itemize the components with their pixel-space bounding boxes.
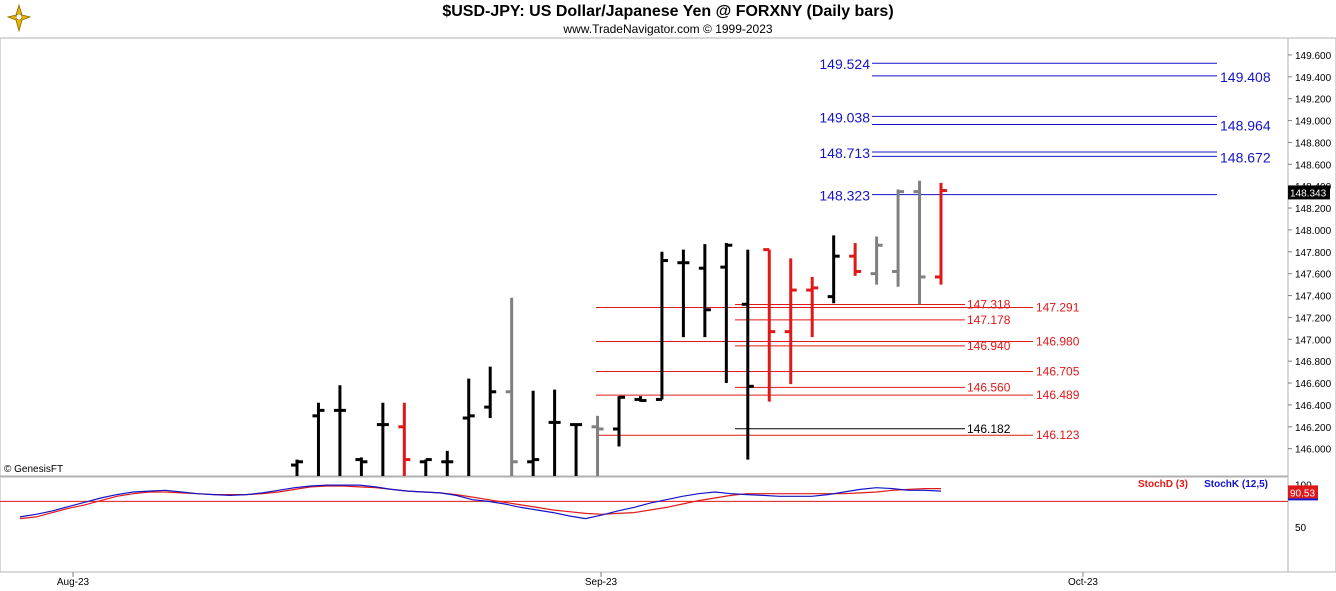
stoch-k-legend: StochK (12,5)	[1204, 479, 1268, 490]
x-tick-label: Sep-23	[585, 577, 618, 588]
stoch-panel-frame	[0, 476, 1289, 573]
y-tick-label: 148.000	[1295, 226, 1332, 237]
red-level-label: 147.178	[967, 313, 1011, 327]
y-tick-label: 146.200	[1295, 423, 1332, 434]
last-price-label: 148.343	[1290, 188, 1327, 199]
blue-level-label: 148.672	[1220, 149, 1271, 165]
blue-level-label: 148.964	[1220, 117, 1271, 133]
last-price-badge	[1288, 185, 1330, 200]
copyright-tag: © GenesisFT	[4, 464, 63, 475]
y-tick-label: 146.000	[1295, 445, 1332, 456]
y-tick-label: 147.600	[1295, 270, 1332, 281]
red-level-label: 146.940	[967, 339, 1011, 353]
red-level-label: 146.182	[967, 422, 1011, 436]
x-tick-label: Aug-23	[57, 577, 90, 588]
y-tick-label: 147.400	[1295, 292, 1332, 303]
x-tick-label: Oct-23	[1068, 577, 1098, 588]
red-level-label: 146.980	[1036, 334, 1080, 348]
chart-title: $USD-JPY: US Dollar/Japanese Yen @ FORXN…	[442, 3, 894, 20]
blue-level-label: 149.408	[1220, 69, 1271, 85]
price-panel-frame	[0, 37, 1289, 477]
blue-level-label: 148.323	[819, 188, 870, 204]
stoch-d-legend: StochD (3)	[1138, 479, 1188, 490]
stoch-value-badge	[1288, 485, 1318, 499]
ohlc-bars	[291, 180, 947, 476]
red-level-label: 147.291	[1036, 300, 1080, 314]
stoch-series-line	[19, 485, 941, 520]
y-tick-label: 147.000	[1295, 335, 1332, 346]
y-tick-label: 148.600	[1295, 160, 1332, 171]
red-level-label: 147.318	[967, 298, 1011, 312]
stoch-value-label: 90.53	[1290, 488, 1315, 499]
red-level-label: 146.489	[1036, 388, 1080, 402]
y-tick-label: 147.800	[1295, 248, 1332, 259]
chart-subtitle: www.TradeNavigator.com © 1999-2023	[563, 22, 773, 36]
stoch-tick-label: 50	[1295, 523, 1307, 534]
red-level-label: 146.123	[1036, 428, 1080, 442]
y-tick-label: 146.800	[1295, 357, 1332, 368]
y-tick-label: 149.000	[1295, 117, 1332, 128]
blue-level-label: 149.038	[819, 109, 870, 125]
stochastic-panel: 10050StochD (3)StochK (12,5)90.53	[0, 479, 1318, 534]
y-tick-label: 149.400	[1295, 73, 1332, 84]
price-y-axis: 149.600 149.400 149.200 149.000 148.800 148.6…	[1288, 51, 1332, 456]
y-tick-label: 148.200	[1295, 204, 1332, 215]
blue-level-label: 149.524	[819, 56, 870, 72]
red-level-label: 146.560	[967, 380, 1011, 394]
time-x-axis: Aug-23 Sep-23 Oct-23	[57, 572, 1098, 588]
y-tick-label: 148.800	[1295, 138, 1332, 149]
right-axis-area	[1287, 37, 1336, 573]
y-tick-label: 149.200	[1295, 95, 1332, 106]
red-level-label: 146.705	[1036, 365, 1080, 379]
blue-level-label: 148.713	[819, 145, 870, 161]
y-tick-label: 146.400	[1295, 401, 1332, 412]
y-tick-label: 149.600	[1295, 51, 1332, 62]
trade-navigator-logo-icon	[4, 3, 34, 33]
price-levels: 149.524 149.408 149.038 148.964 148.713 148.6…	[596, 56, 1271, 442]
y-tick-label: 146.600	[1295, 379, 1332, 390]
y-tick-label: 147.200	[1295, 313, 1332, 324]
stoch-series-line	[19, 484, 942, 520]
